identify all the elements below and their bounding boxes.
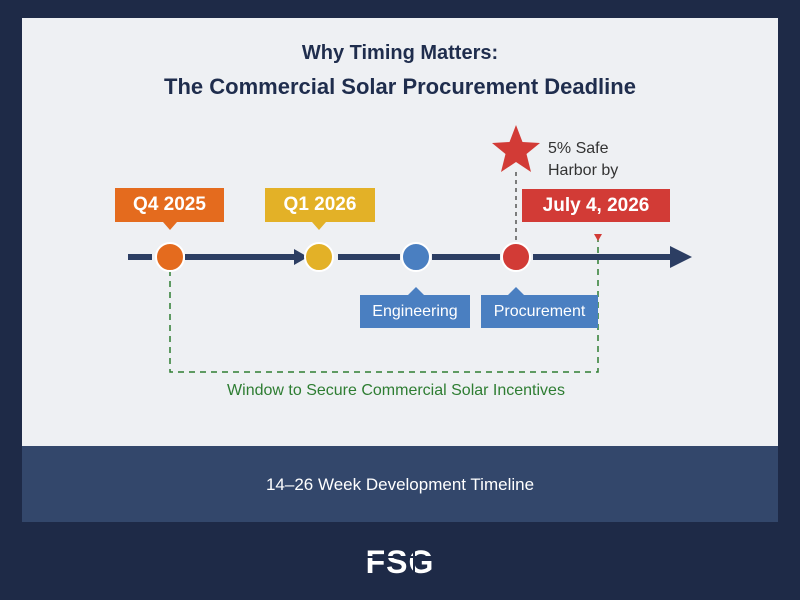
title-line-1: Why Timing Matters:	[301, 42, 499, 64]
label-engineering: Engineering	[360, 295, 470, 328]
label-procurement: Procurement	[481, 295, 598, 328]
footer-text: 14–26 Week Development Timeline	[265, 475, 535, 494]
safe-harbor-note-line-2: Harbor by	[548, 162, 619, 179]
q4-pointer	[163, 222, 177, 230]
milestone-dot-q4	[155, 242, 185, 272]
window-bracket	[169, 236, 599, 373]
title-line-2: The Commercial Solar Procurement Deadlin…	[164, 74, 636, 99]
svg-text:FSG: FSG	[366, 544, 435, 580]
q1-pointer	[312, 222, 326, 230]
timeline-arrow	[128, 246, 692, 268]
deadline-date-label: July 4, 2026	[522, 189, 670, 222]
milestone-dot-q1	[304, 242, 334, 272]
diagram-card	[22, 18, 778, 446]
star-icon	[492, 125, 540, 172]
safe-harbor-note: 5% Safe Harbor by	[548, 138, 658, 182]
window-label: Window to Secure Commercial Solar Incent…	[227, 382, 565, 399]
label-q1-2026: Q1 2026	[265, 188, 375, 222]
milestone-dot-engineering	[401, 242, 431, 272]
proc-pointer	[508, 287, 524, 295]
safe-harbor-note-line-1: 5% Safe	[548, 140, 609, 157]
deadline-pointer	[594, 234, 602, 241]
eng-pointer	[408, 287, 424, 295]
milestone-dot-procurement	[501, 242, 531, 272]
footer-band	[22, 446, 778, 522]
fsg-logo: FSG	[358, 544, 442, 580]
label-q4-2025: Q4 2025	[115, 188, 224, 222]
